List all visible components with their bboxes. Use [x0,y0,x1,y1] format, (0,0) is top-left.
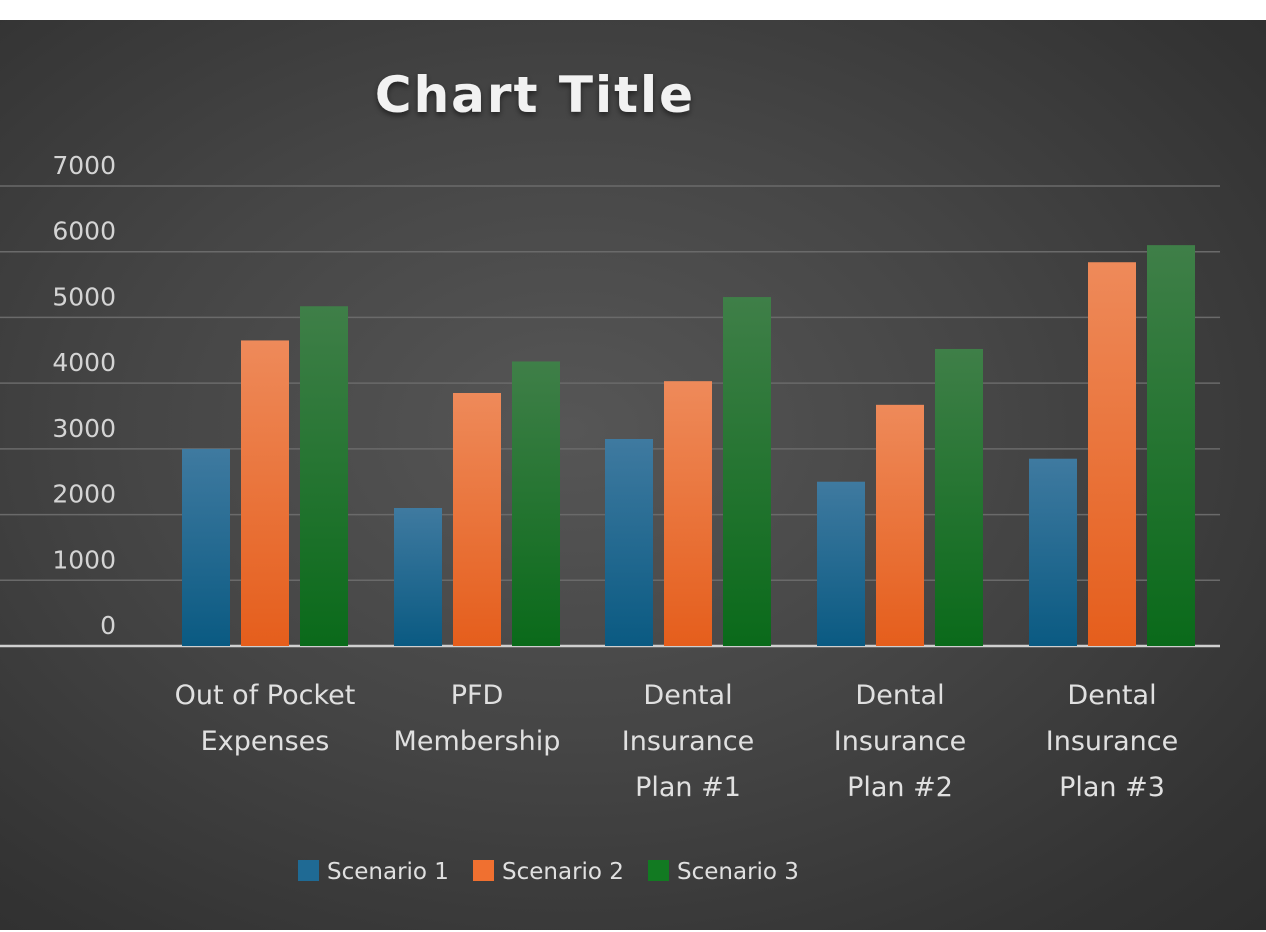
y-tick-label: 5000 [52,282,116,311]
x-tick-label: PFD Membership [394,680,561,757]
bar-scenario-1-cat-1 [182,448,230,646]
bar-scenario-1-cat-5 [1029,458,1077,646]
y-tick-label: 0 [100,611,116,640]
y-tick-label: 7000 [52,151,116,180]
bar-scenario-2-cat-2 [453,393,501,646]
chart-area: Chart Title 0 1000 2000 3000 4000 5000 6000 700… [0,20,1266,930]
bar-scenario-2-cat-4 [876,404,924,646]
chart-title: Chart Title [375,66,695,124]
legend-label: Scenario 3 [677,859,799,885]
bar-scenario-3-cat-2 [512,361,560,646]
x-tick-label: Dental Insurance Plan #3 [1046,680,1178,803]
x-tick-label: Out of Pocket Expenses [175,680,356,757]
legend-label: Scenario 2 [502,859,624,885]
bar-scenario-2-cat-1 [241,340,289,646]
bar-scenario-2-cat-3 [664,381,712,646]
bar-chart: Chart Title 0 1000 2000 3000 4000 5000 6000 700… [0,66,1220,885]
y-tick-label: 4000 [52,348,116,377]
bar-scenario-1-cat-4 [817,481,865,646]
bar-scenario-1-cat-2 [394,508,442,646]
legend-swatch [473,860,494,881]
legend-item: Scenario 3 [648,859,799,885]
bar-scenario-3-cat-4 [935,348,983,646]
bar-scenario-2-cat-5 [1088,262,1136,646]
legend-item: Scenario 2 [473,859,624,885]
legend-item: Scenario 1 [298,859,449,885]
x-tick-label: Dental Insurance Plan #2 [834,680,966,803]
bar-scenario-3-cat-3 [723,297,771,646]
legend-label: Scenario 1 [327,859,449,885]
legend-swatch [298,860,319,881]
x-tick-label: Dental Insurance Plan #1 [622,680,754,803]
legend-swatch [648,860,669,881]
bars [182,245,1195,646]
y-tick-label: 6000 [52,217,116,246]
bar-scenario-3-cat-1 [300,306,348,646]
legend: Scenario 1 Scenario 2 Scenario 3 [298,859,799,885]
bar-scenario-3-cat-5 [1147,245,1195,646]
y-tick-label: 2000 [52,480,116,509]
y-tick-label: 3000 [52,414,116,443]
x-axis-labels: Out of Pocket Expenses PFD Membership Dental… [175,680,1179,803]
bar-scenario-1-cat-3 [605,439,653,646]
y-tick-label: 1000 [52,545,116,574]
y-axis-ticks: 0 1000 2000 3000 4000 5000 6000 7000 [52,151,116,640]
